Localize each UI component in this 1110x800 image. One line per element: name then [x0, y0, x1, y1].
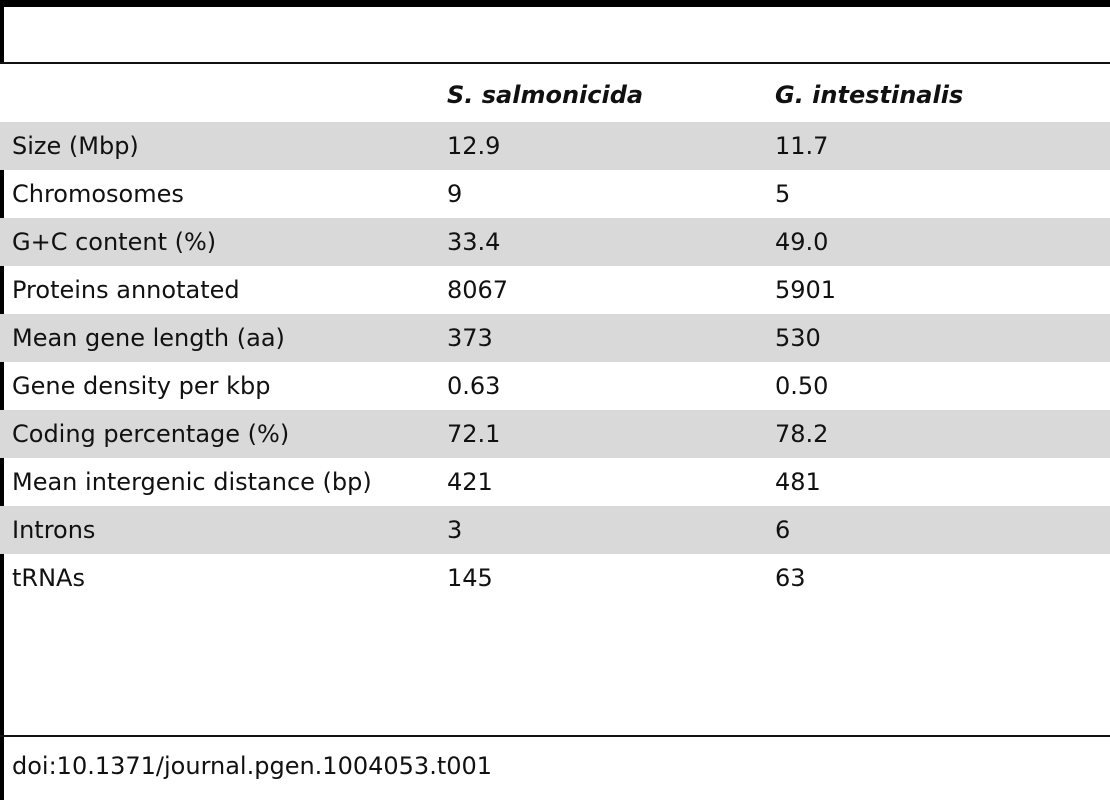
s-salmonicida-value: 0.63	[447, 372, 501, 400]
header-top-rule	[0, 62, 1110, 64]
s-salmonicida-value: 72.1	[447, 420, 501, 448]
table-top-rule	[0, 0, 1110, 7]
s-salmonicida-value: 12.9	[447, 132, 501, 160]
g-intestinalis-value: 6	[775, 516, 791, 544]
table-row: Gene density per kbp 0.63 0.50	[0, 362, 1110, 410]
table-header-row: S. salmonicida G. intestinalis	[0, 64, 1110, 122]
s-salmonicida-value: 421	[447, 468, 493, 496]
row-label: Coding percentage (%)	[12, 420, 290, 448]
row-label: Proteins annotated	[12, 276, 240, 304]
header-g-intestinalis: G. intestinalis	[775, 81, 964, 109]
g-intestinalis-value: 5	[775, 180, 791, 208]
header-s-salmonicida: S. salmonicida	[447, 81, 644, 109]
s-salmonicida-value: 8067	[447, 276, 509, 304]
table-row: Proteins annotated 8067 5901	[0, 266, 1110, 314]
row-label: tRNAs	[12, 564, 85, 592]
table-row: Size (Mbp) 12.9 11.7	[0, 122, 1110, 170]
row-label: Mean gene length (aa)	[12, 324, 285, 352]
g-intestinalis-value: 481	[775, 468, 821, 496]
g-intestinalis-value: 0.50	[775, 372, 829, 400]
s-salmonicida-value: 145	[447, 564, 493, 592]
s-salmonicida-value: 9	[447, 180, 463, 208]
genome-comparison-table: S. salmonicida G. intestinalis Size (Mbp…	[0, 64, 1110, 602]
doi-link[interactable]: doi:10.1371/journal.pgen.1004053.t001	[12, 752, 493, 780]
table-bottom-rule	[0, 735, 1110, 737]
table-row: Chromosomes 9 5	[0, 170, 1110, 218]
g-intestinalis-value: 11.7	[775, 132, 829, 160]
row-label: Size (Mbp)	[12, 132, 139, 160]
row-label: Chromosomes	[12, 180, 184, 208]
row-label: Gene density per kbp	[12, 372, 271, 400]
g-intestinalis-value: 63	[775, 564, 806, 592]
s-salmonicida-value: 373	[447, 324, 493, 352]
table-row: Mean intergenic distance (bp) 421 481	[0, 458, 1110, 506]
table-row: Introns 3 6	[0, 506, 1110, 554]
table-row: tRNAs 145 63	[0, 554, 1110, 602]
table-row: Mean gene length (aa) 373 530	[0, 314, 1110, 362]
g-intestinalis-value: 78.2	[775, 420, 829, 448]
row-label: Mean intergenic distance (bp)	[12, 468, 372, 496]
table-row: G+C content (%) 33.4 49.0	[0, 218, 1110, 266]
g-intestinalis-value: 5901	[775, 276, 837, 304]
s-salmonicida-value: 33.4	[447, 228, 501, 256]
g-intestinalis-value: 530	[775, 324, 821, 352]
g-intestinalis-value: 49.0	[775, 228, 829, 256]
row-label: G+C content (%)	[12, 228, 217, 256]
table-row: Coding percentage (%) 72.1 78.2	[0, 410, 1110, 458]
s-salmonicida-value: 3	[447, 516, 463, 544]
row-label: Introns	[12, 516, 96, 544]
left-border	[0, 0, 4, 800]
